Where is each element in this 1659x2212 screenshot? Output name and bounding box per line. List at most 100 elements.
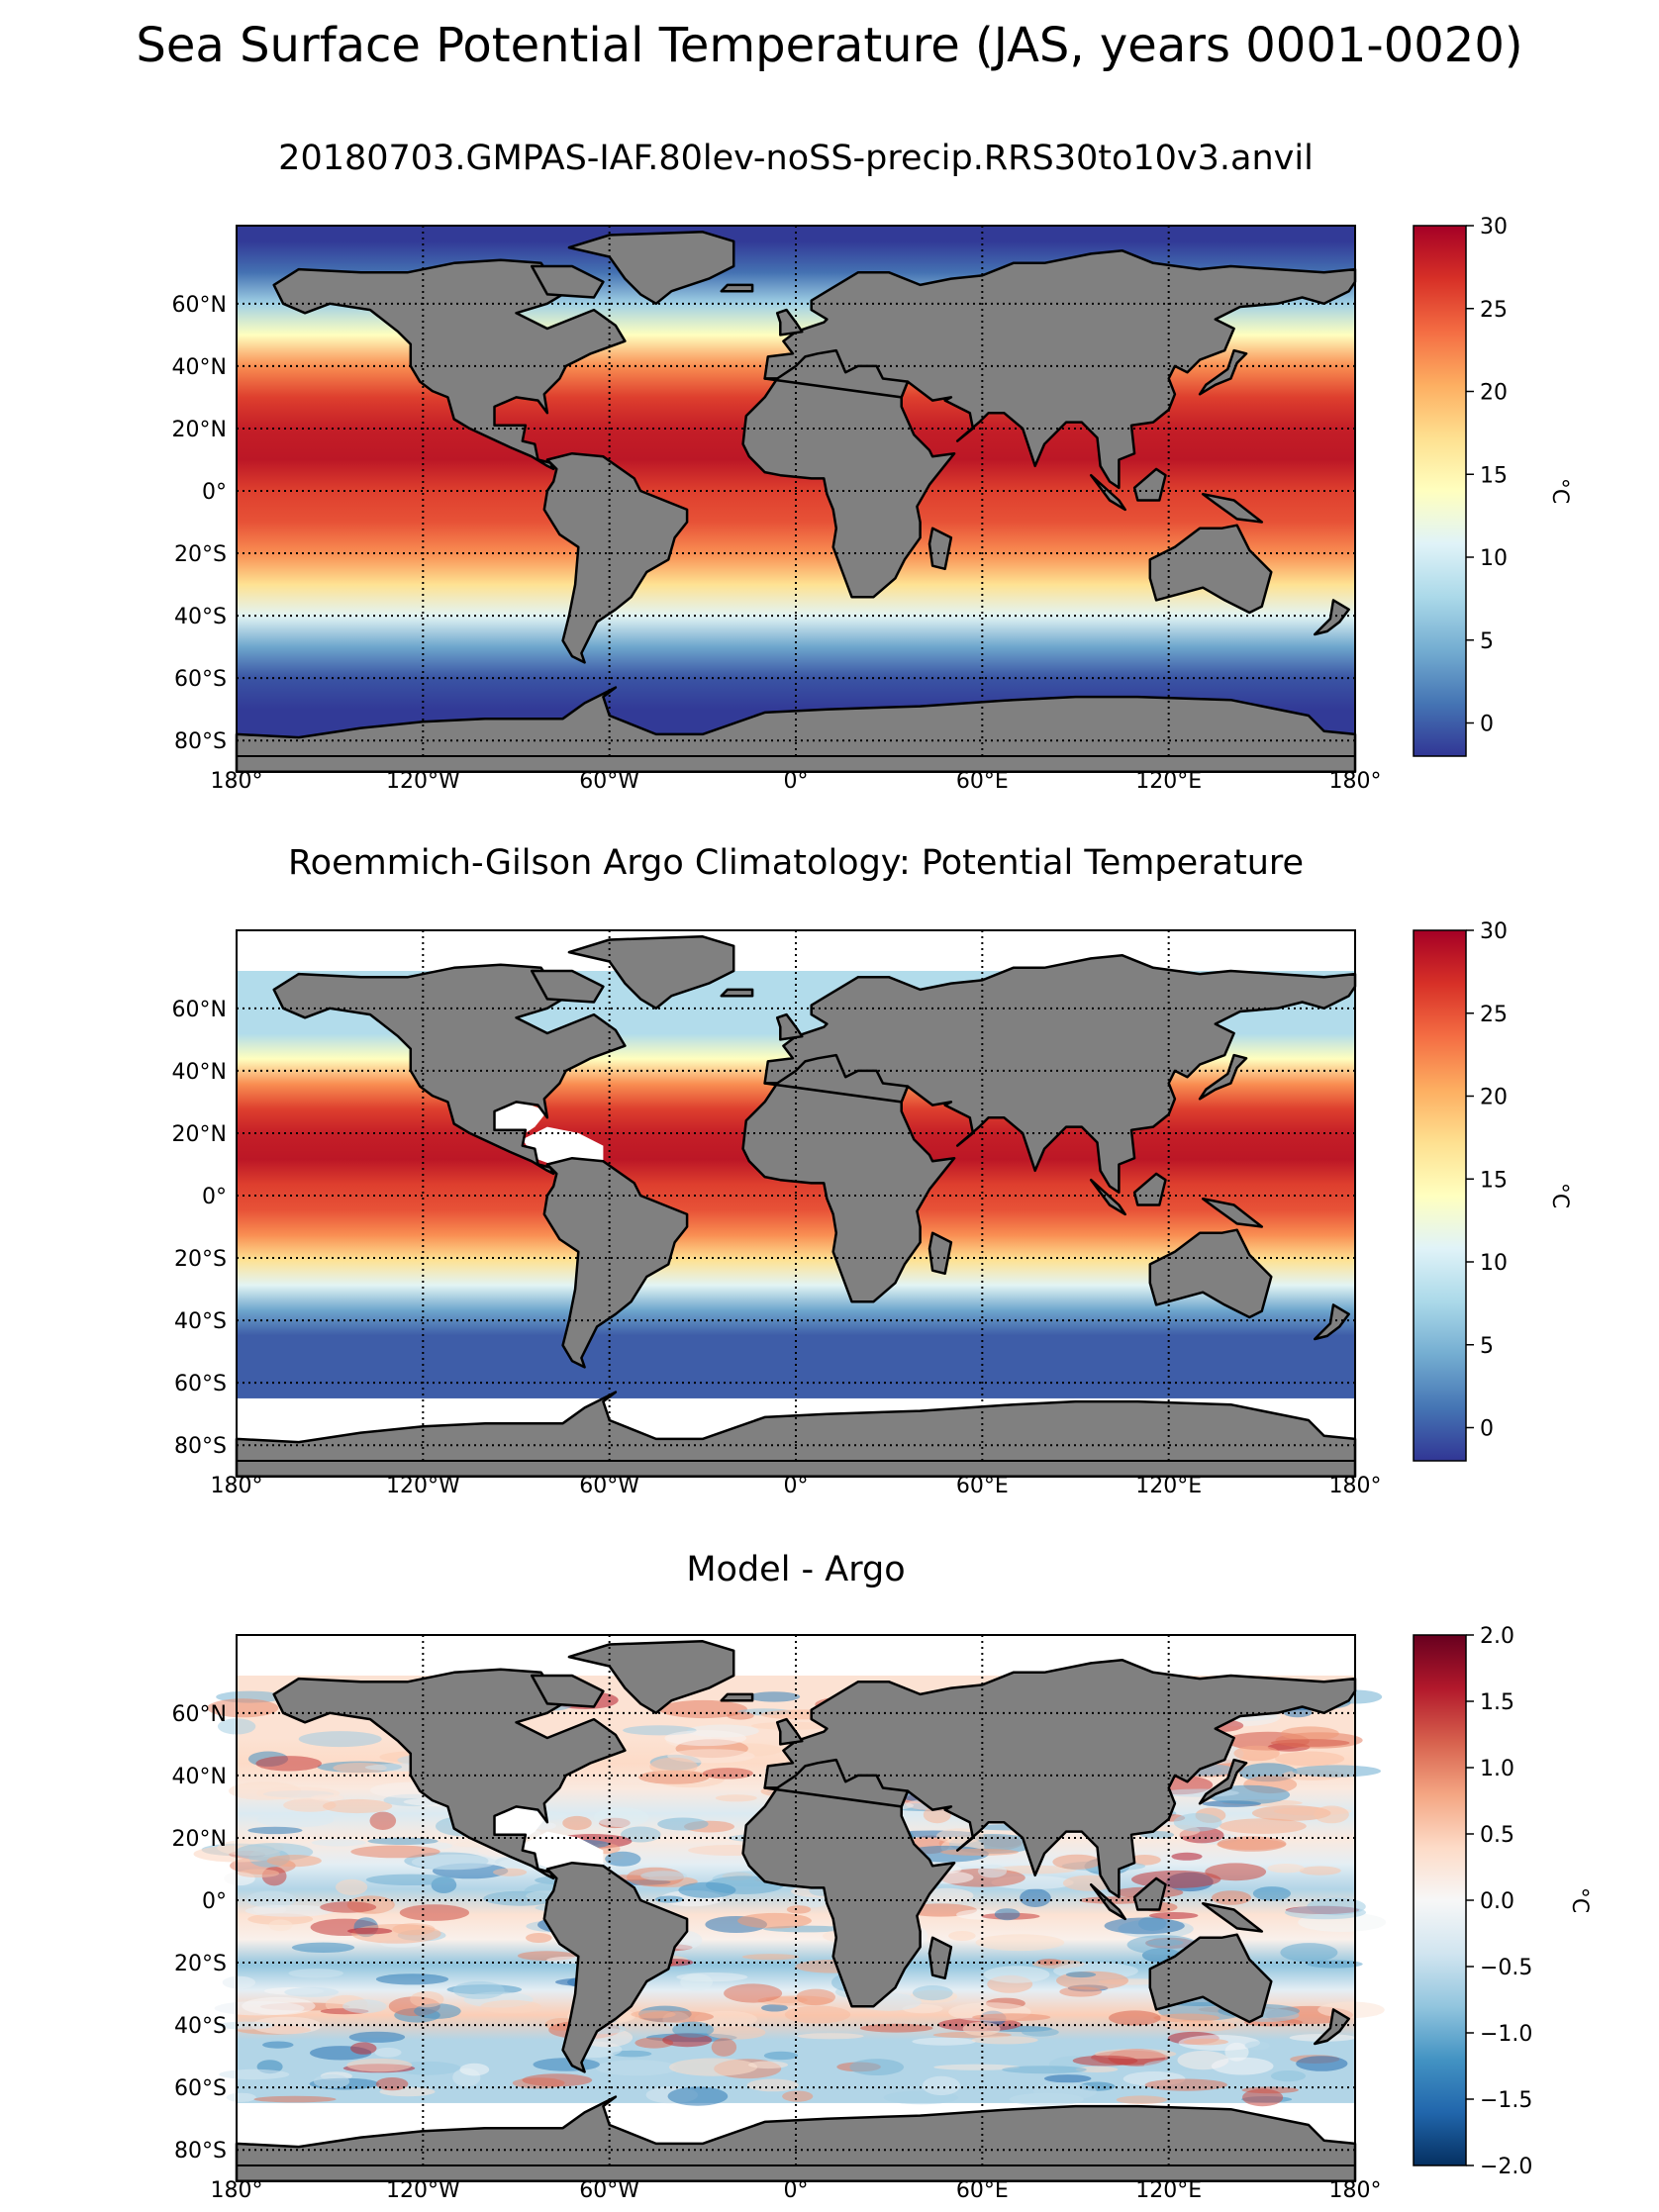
colorbar-tick-label: 25 bbox=[1480, 1003, 1508, 1027]
x-tick-label: 60°E bbox=[956, 1474, 1009, 1498]
anomaly-blob bbox=[336, 1878, 368, 1895]
gridlines bbox=[237, 1635, 1355, 2165]
anomaly-blob bbox=[921, 1887, 974, 1903]
colorbar-tick-label: 15 bbox=[1480, 1168, 1508, 1193]
y-tick-label: 60°N bbox=[172, 998, 227, 1022]
y-tick-label: 40°N bbox=[172, 1060, 227, 1085]
anomaly-blob bbox=[1280, 1943, 1338, 1963]
anomaly-blob bbox=[256, 1812, 335, 1828]
anomaly-blob bbox=[1220, 1818, 1307, 1834]
anomaly-blob bbox=[971, 2036, 1038, 2045]
x-tick-label: 120°W bbox=[386, 2178, 460, 2203]
anomaly-blob bbox=[1285, 1905, 1366, 1920]
x-tick-label: 180° bbox=[1329, 2178, 1382, 2203]
anomaly-blob bbox=[266, 1855, 322, 1868]
anomaly-blob bbox=[593, 1807, 649, 1827]
colorbar-tick-label: 2.0 bbox=[1480, 1624, 1514, 1649]
anomaly-blob bbox=[711, 2038, 737, 2057]
x-tick-label: 60°E bbox=[956, 769, 1009, 794]
x-tick-label: 0° bbox=[784, 1474, 809, 1498]
y-tick-label: 40°S bbox=[174, 605, 227, 629]
anomaly-blob bbox=[621, 1826, 661, 1843]
land-antarctica bbox=[235, 2095, 1357, 2183]
anomaly-blob bbox=[1165, 2020, 1237, 2032]
land-south-america bbox=[542, 451, 689, 664]
x-tick-label: 60°E bbox=[956, 2178, 1009, 2203]
anomaly-blob bbox=[1032, 2082, 1097, 2101]
anomaly-blob bbox=[346, 2058, 413, 2072]
x-tick-label: 60°W bbox=[579, 769, 639, 794]
anomaly-blob bbox=[255, 1756, 323, 1772]
land-eurasia-africa bbox=[741, 1658, 1357, 2008]
panel-2-title: Roemmich-Gilson Argo Climatology: Potent… bbox=[287, 843, 1305, 883]
anomaly-blob bbox=[1171, 1852, 1203, 1861]
anomaly-blob bbox=[638, 1770, 710, 1784]
anomaly-blob bbox=[1149, 1912, 1199, 1919]
y-tick-label: 20°S bbox=[174, 1247, 227, 1272]
land-borneo bbox=[1132, 467, 1167, 502]
anomaly-blob bbox=[786, 1905, 812, 1914]
anomaly-blob bbox=[668, 2058, 758, 2076]
y-tick-label: 0° bbox=[202, 1185, 227, 1209]
colorbar-2: 30 25 20 15 10 5 0 °C bbox=[1413, 919, 1572, 1462]
y-tick-label: 20°N bbox=[172, 1827, 227, 1852]
y-tick-label: 60°S bbox=[174, 2076, 227, 2101]
land-australia bbox=[1148, 1933, 1273, 2024]
anomaly-blob bbox=[605, 1851, 641, 1867]
anomaly-blob bbox=[640, 1871, 688, 1881]
anomaly-blob bbox=[342, 1999, 387, 2014]
anomaly-blob bbox=[1317, 2001, 1385, 2019]
anomaly-blob bbox=[1299, 1866, 1341, 1875]
y-tick-label: 20°N bbox=[172, 1122, 227, 1147]
anomaly-blob bbox=[459, 2063, 490, 2076]
land-sumatra bbox=[1089, 1882, 1126, 1921]
anomaly-blob bbox=[1281, 1726, 1339, 1741]
anomaly-blob bbox=[348, 2031, 406, 2043]
anomaly-blob bbox=[795, 1894, 830, 1908]
anomaly-blob bbox=[526, 1933, 552, 1943]
panel-2-map: 60°N 40°N 20°N 0° 20°S 40°S 60°S 80°S 180° 120°W 6… bbox=[172, 929, 1382, 1498]
anomaly-blob bbox=[680, 1973, 713, 1991]
anomaly-blob bbox=[748, 1691, 801, 1702]
colorbar-ramp bbox=[1413, 929, 1467, 1462]
anomaly-blob bbox=[1267, 1864, 1305, 1874]
anomaly-blob bbox=[1314, 1805, 1349, 1824]
anomaly-blob bbox=[374, 2047, 402, 2058]
anomaly-blob bbox=[702, 1768, 753, 1779]
anomaly-blob bbox=[1116, 2095, 1167, 2104]
land-great-britain bbox=[775, 308, 804, 337]
colorbar-3: 2.0 1.5 1.0 0.5 0.0 −0.5 −1.0 −1.5 −2.0 °C bbox=[1413, 1624, 1592, 2179]
y-tick-label: 0° bbox=[202, 1889, 227, 1914]
x-tick-label: 180° bbox=[211, 769, 263, 794]
anomaly-blob bbox=[797, 2033, 864, 2040]
anomaly-blob bbox=[1043, 2074, 1092, 2083]
land-great-britain bbox=[775, 1012, 804, 1041]
x-tick-label: 60°W bbox=[579, 1474, 639, 1498]
colorbar-tick-label: 0.5 bbox=[1480, 1823, 1514, 1848]
anomaly-blob bbox=[245, 1890, 297, 1908]
colorbar-tick-label: 25 bbox=[1480, 298, 1508, 323]
anomaly-blob bbox=[1065, 1972, 1097, 1978]
anomaly-blob bbox=[350, 1845, 440, 1859]
y-tick-label: 0° bbox=[202, 480, 227, 505]
anomaly-blob bbox=[724, 1983, 783, 2003]
anomaly-blob bbox=[1147, 1939, 1184, 1947]
anomaly-blob bbox=[247, 1826, 303, 1835]
anomaly-blob bbox=[595, 2060, 679, 2076]
anomaly-blob bbox=[375, 2077, 409, 2091]
anomaly-blob bbox=[1036, 1959, 1062, 1966]
y-tick-label: 20°S bbox=[174, 1952, 227, 1976]
x-tick-label: 180° bbox=[211, 2178, 263, 2203]
colorbar-tick-label: 10 bbox=[1480, 1251, 1508, 1276]
anomaly-blob bbox=[323, 1798, 393, 1814]
land-north-america bbox=[272, 258, 627, 471]
anomaly-blob bbox=[414, 2003, 461, 2019]
x-tick-label: 120°E bbox=[1135, 769, 1202, 794]
x-tick-label: 60°W bbox=[579, 2178, 639, 2203]
colorbar-tick-label: 15 bbox=[1480, 463, 1508, 488]
y-tick-label: 20°S bbox=[174, 542, 227, 567]
anomaly-blob bbox=[678, 1881, 736, 1898]
x-tick-label: 180° bbox=[1329, 769, 1382, 794]
anomaly-blob bbox=[912, 1985, 953, 2001]
land-sumatra bbox=[1089, 1178, 1126, 1216]
